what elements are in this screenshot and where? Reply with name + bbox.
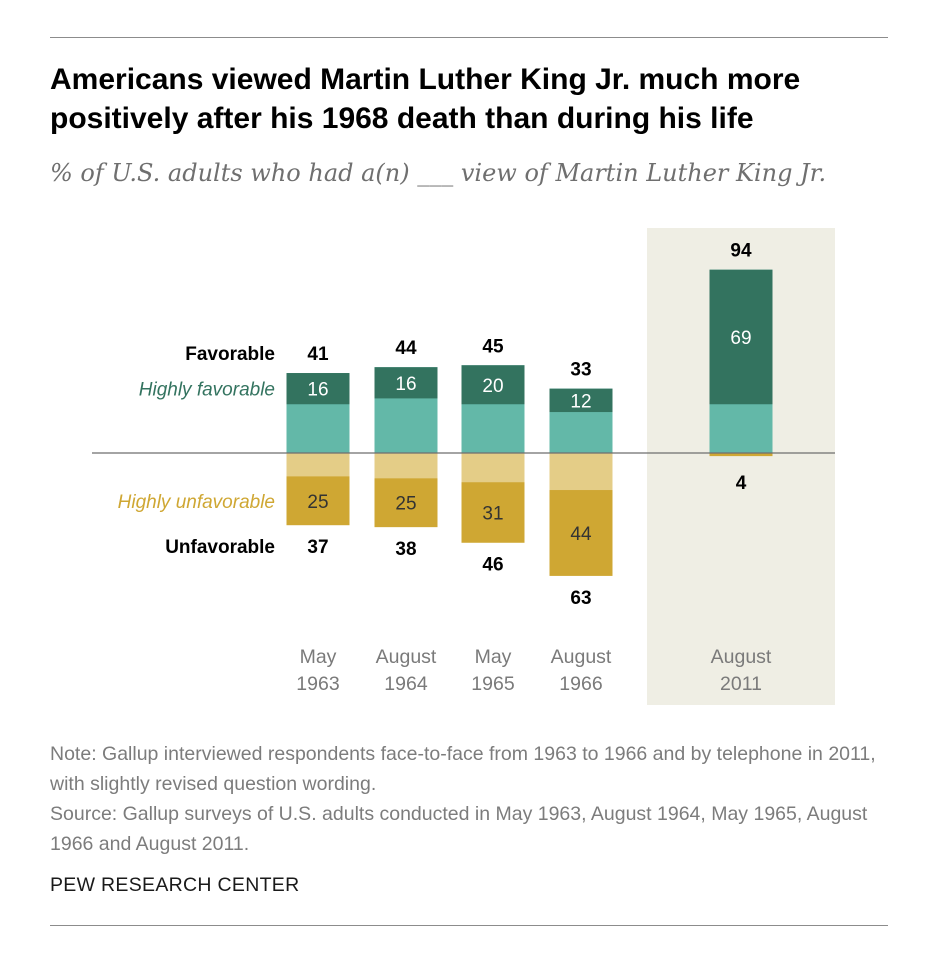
highly-favorable-bar — [461, 365, 525, 405]
highly-unfavorable-value: 44 — [570, 524, 592, 545]
category-label: 2011 — [720, 673, 762, 695]
chart-source: Source: Gallup surveys of U.S. adults co… — [50, 803, 868, 855]
legend-highly-favorable: Highly favorable — [139, 380, 275, 401]
chart-note: Note: Gallup interviewed respondents fac… — [50, 743, 876, 795]
highly-unfavorable-value: 25 — [307, 492, 328, 513]
favorable-total-value: 44 — [395, 338, 417, 359]
category-label: 1966 — [559, 673, 602, 695]
highly-favorable-value: 69 — [730, 328, 751, 349]
highly-unfavorable-bar — [461, 482, 525, 543]
unfavorable-bar — [709, 453, 773, 457]
category-label: 1964 — [384, 673, 428, 695]
legend-highly-unfavorable: Highly unfavorable — [118, 492, 275, 513]
unfavorable-total-value: 63 — [570, 588, 591, 609]
highly-favorable-value: 12 — [570, 391, 591, 412]
bottom-rule — [50, 925, 888, 926]
highly-favorable-value: 16 — [307, 380, 328, 401]
category-label: August — [551, 646, 612, 668]
top-rule — [50, 37, 888, 38]
legend-unfavorable: Unfavorable — [165, 537, 275, 558]
brand-label: PEW RESEARCH CENTER — [50, 874, 300, 896]
highly-favorable-bar — [709, 269, 773, 405]
favorable-total-value: 94 — [730, 241, 752, 262]
highly-favorable-bar — [374, 367, 438, 399]
unfavorable-total-value: 37 — [307, 537, 328, 558]
category-label: August — [376, 646, 437, 668]
category-label: May — [300, 646, 337, 668]
favorable-total-value: 33 — [570, 360, 591, 381]
favorable-total-value: 45 — [482, 336, 504, 357]
highly-unfavorable-bar — [286, 476, 350, 526]
highly-favorable-value: 20 — [482, 376, 503, 397]
highly-unfavorable-value: 25 — [395, 494, 416, 515]
chart-area: 16 41 25 37 May 1963 16 44 25 38 August 1964 20 45 31 4… — [92, 228, 835, 705]
highly-favorable-bar — [286, 373, 350, 405]
favorable-total-value: 41 — [307, 344, 329, 365]
chart-subtitle: % of U.S. adults who had a(n) ___ view o… — [50, 159, 827, 187]
highly-unfavorable-bar — [549, 490, 613, 576]
category-label: August — [711, 646, 772, 668]
chart-title: Americans viewed Martin Luther King Jr. … — [50, 63, 801, 135]
unfavorable-total-value: 38 — [395, 539, 416, 560]
category-label: 1965 — [471, 673, 515, 695]
unfavorable-total-value: 4 — [736, 473, 747, 494]
highly-unfavorable-bar — [374, 478, 438, 528]
unfavorable-total-value: 46 — [482, 555, 503, 576]
category-label: 1963 — [296, 673, 339, 695]
highly-unfavorable-value: 31 — [482, 503, 503, 524]
legend-favorable: Favorable — [185, 344, 275, 365]
category-label: May — [475, 646, 512, 668]
highly-favorable-value: 16 — [395, 374, 416, 395]
highly-favorable-bar — [549, 388, 613, 413]
